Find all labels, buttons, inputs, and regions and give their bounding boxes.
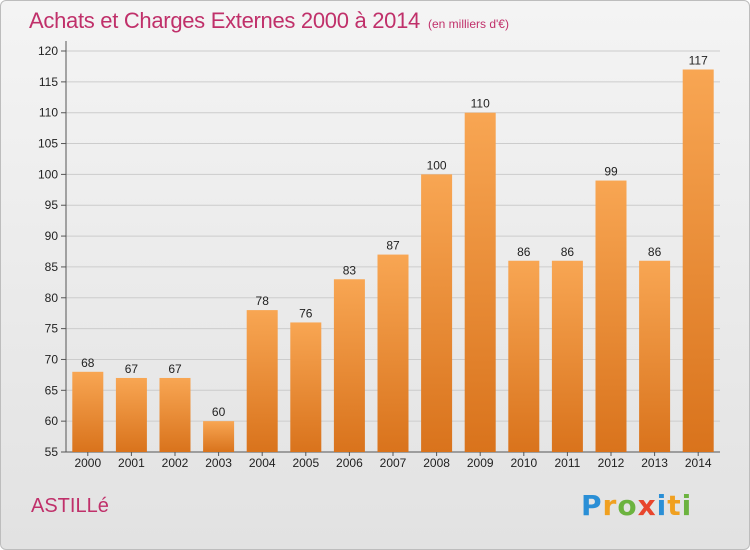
logo-letter: r	[602, 489, 618, 522]
x-tick-label: 2000	[74, 456, 101, 470]
bar-value-label: 76	[299, 306, 313, 320]
x-tick-label: 2014	[685, 456, 712, 470]
x-tick-label: 2001	[118, 456, 145, 470]
bar-2013	[639, 260, 671, 452]
chart-title-text: Achats et Charges Externes 2000 à 2014	[29, 8, 420, 33]
bar-value-label: 86	[517, 245, 531, 259]
x-tick-label: 2013	[641, 456, 668, 470]
x-tick-label: 2002	[162, 456, 189, 470]
proxiti-logo[interactable]: Proxiti	[581, 489, 692, 522]
y-tick-label: 100	[38, 167, 58, 181]
bar-2007	[377, 254, 409, 452]
chart-subtitle: (en milliers d'€)	[427, 17, 509, 31]
bar-2011	[551, 260, 583, 452]
bar-2009	[464, 112, 496, 452]
x-tick-label: 2003	[205, 456, 232, 470]
bar-value-label: 83	[343, 263, 357, 277]
logo-letter: o	[617, 489, 638, 522]
bar-value-label: 60	[212, 405, 226, 419]
bar-value-label: 117	[689, 54, 708, 68]
bar-2005	[290, 322, 322, 452]
bar-value-label: 110	[471, 97, 490, 111]
bar-value-label: 78	[256, 294, 270, 308]
x-tick-label: 2011	[554, 456, 580, 470]
logo-letter: t	[667, 489, 682, 522]
bar-2012	[595, 180, 627, 453]
bars	[72, 69, 714, 453]
bar-value-label: 67	[125, 362, 139, 376]
x-tick-label: 2006	[336, 456, 363, 470]
logo-letter: i	[656, 489, 668, 522]
bar-2008	[421, 174, 453, 452]
y-tick-label: 85	[45, 260, 59, 274]
bar-2006	[333, 279, 365, 452]
y-tick-label: 110	[39, 106, 58, 120]
y-tick-label: 95	[45, 198, 59, 212]
x-tick-label: 2007	[380, 456, 407, 470]
location-name: ASTILLé	[31, 495, 109, 517]
y-tick-label: 80	[45, 291, 59, 305]
bar-value-label: 86	[648, 245, 662, 259]
x-tick-label: 2004	[249, 456, 276, 470]
bar-2000	[72, 371, 104, 452]
y-tick-label: 105	[38, 137, 58, 151]
chart-title: Achats et Charges Externes 2000 à 2014 (e…	[29, 8, 509, 34]
x-tick-label: 2012	[598, 456, 625, 470]
bar-2014	[682, 69, 714, 452]
bar-value-label: 99	[604, 165, 618, 179]
y-tick-label: 120	[38, 44, 58, 58]
bar-2010	[508, 260, 540, 452]
y-tick-label: 90	[45, 229, 59, 243]
logo-letter: P	[581, 489, 603, 522]
y-tick-label: 115	[39, 75, 58, 89]
bar-2004	[246, 310, 278, 452]
bar-value-label: 86	[561, 245, 575, 259]
y-tick-label: 60	[45, 414, 59, 428]
bar-value-label: 67	[168, 362, 182, 376]
x-tick-label: 2008	[423, 456, 450, 470]
y-tick-label: 70	[45, 352, 59, 366]
y-tick-label: 55	[45, 445, 59, 459]
bar-value-label: 68	[81, 356, 95, 370]
y-tick-label: 65	[45, 383, 59, 397]
labels: 68 2000 67 2001 67 2002 60 2003 78 2004 76 2005 83 20…	[74, 54, 711, 470]
logo-letter: i	[681, 489, 693, 522]
y-tick-label: 75	[45, 322, 59, 336]
logo-letter: x	[637, 489, 657, 522]
x-tick-label: 2005	[292, 456, 319, 470]
bar-2001	[115, 377, 147, 452]
x-tick-label: 2009	[467, 456, 494, 470]
bar-value-label: 87	[386, 239, 400, 253]
bar-2003	[203, 421, 235, 452]
bar-2002	[159, 377, 191, 452]
x-tick-label: 2010	[510, 456, 537, 470]
bar-value-label: 100	[427, 158, 447, 172]
